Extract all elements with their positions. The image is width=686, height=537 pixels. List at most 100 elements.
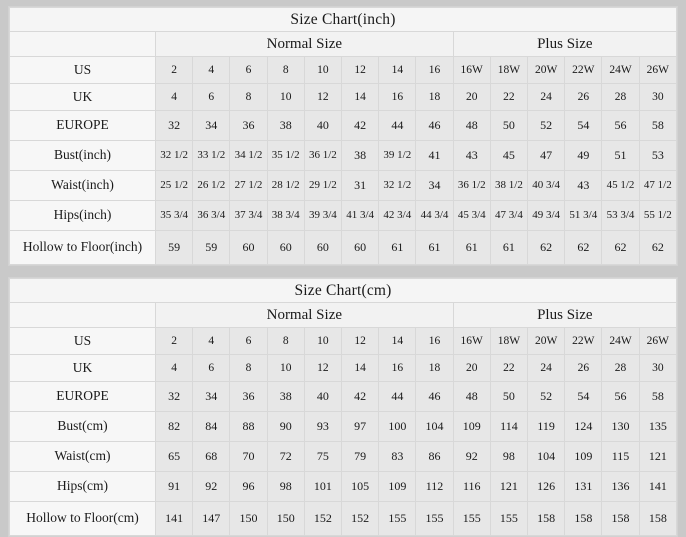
table-cell: 8	[266, 327, 305, 355]
table-cell: 22	[489, 354, 529, 382]
row-label: US	[9, 56, 156, 84]
table-cell: 60	[266, 230, 305, 265]
table-cell: 41 3/4	[341, 200, 380, 231]
table-cell: 26W	[638, 56, 678, 84]
table-cell: 37 3/4	[229, 200, 268, 231]
table-row: Hollow to Floor(cm) 141 147 150 150 152 152 155…	[9, 501, 678, 536]
table-cell: 60	[229, 230, 268, 265]
table-cell: 22W	[564, 327, 603, 355]
table-cell: 121	[489, 471, 529, 502]
table-cell: 38	[341, 140, 380, 171]
row-label: US	[9, 327, 156, 355]
table-cell: 6	[229, 327, 268, 355]
size-chart-cm-table: Size Chart(cm) Normal Size Plus Size US 2 4 6 8…	[9, 278, 678, 536]
table-cell: 59	[192, 230, 231, 265]
table-cell: 54	[564, 381, 603, 412]
table-cell: 155	[378, 501, 417, 536]
table-cell: 155	[415, 501, 454, 536]
table-cell: 70	[229, 441, 268, 472]
table-cell: 6	[229, 56, 268, 84]
table-cell: 48	[452, 381, 491, 412]
group-header-plus-size: Plus Size	[452, 302, 678, 328]
table-cell: 28	[601, 354, 640, 382]
table-cell: 8	[266, 56, 305, 84]
table-cell: 44	[378, 381, 417, 412]
table-cell: 14	[378, 327, 417, 355]
table-cell: 34	[415, 170, 454, 201]
table-cell: 26	[564, 354, 603, 382]
table-cell: 43	[564, 170, 603, 201]
table-cell: 20W	[527, 327, 566, 355]
table-cell: 16W	[452, 327, 491, 355]
table-cell: 32	[154, 110, 194, 141]
table-cell: 14	[341, 83, 380, 111]
table-cell: 62	[527, 230, 566, 265]
table-cell: 150	[229, 501, 268, 536]
table-cell: 32 1/2	[378, 170, 417, 201]
table-cell: 16W	[452, 56, 491, 84]
table-cell: 10	[303, 327, 343, 355]
table-cell: 104	[527, 441, 566, 472]
table-cell: 38	[266, 110, 305, 141]
table-cell: 20	[452, 83, 491, 111]
table-cell: 124	[564, 411, 603, 442]
table-cell: 49	[564, 140, 603, 171]
table-cell: 130	[601, 411, 640, 442]
table-cell: 38	[266, 381, 305, 412]
row-label: EUROPE	[9, 381, 156, 412]
table-cell: 27 1/2	[229, 170, 268, 201]
table-cell: 46	[415, 381, 454, 412]
table-cell: 61	[378, 230, 417, 265]
table-cell: 60	[341, 230, 380, 265]
table-cell: 10	[266, 83, 305, 111]
row-label: Waist(cm)	[9, 441, 156, 472]
table-cell: 18W	[489, 327, 529, 355]
table-cell: 135	[638, 411, 678, 442]
table-cell: 18	[415, 83, 454, 111]
table-cell: 32	[154, 381, 194, 412]
table-cell: 29 1/2	[303, 170, 343, 201]
table-row: UK 4 6 8 10 12 14 16 18 20 22 24 26 28 30	[9, 354, 678, 382]
table-cell: 39 1/2	[378, 140, 417, 171]
table-cell: 45 3/4	[452, 200, 491, 231]
table-row: US 2 4 6 8 10 12 14 16 16W 18W 20W 22W 24W 26W	[9, 56, 678, 84]
table-cell: 131	[564, 471, 603, 502]
table-cell: 42 3/4	[378, 200, 417, 231]
table-cell: 12	[341, 327, 380, 355]
table-cell: 58	[638, 110, 678, 141]
table-cell: 34	[192, 110, 231, 141]
table-cell: 24W	[601, 327, 640, 355]
table-cell: 68	[192, 441, 231, 472]
table-cell: 12	[303, 83, 343, 111]
table-cell: 40 3/4	[527, 170, 566, 201]
table-cell: 16	[415, 56, 454, 84]
table-cell: 101	[303, 471, 343, 502]
table-cell: 52	[527, 110, 566, 141]
table-cell: 6	[192, 354, 231, 382]
table-cell: 112	[415, 471, 454, 502]
table-cell: 147	[192, 501, 231, 536]
table-cell: 50	[489, 110, 529, 141]
table-cell: 8	[229, 354, 268, 382]
size-chart-cm-block: Size Chart(cm) Normal Size Plus Size US 2 4 6 8…	[8, 277, 678, 537]
table-cell: 36	[229, 110, 268, 141]
table-cell: 61	[415, 230, 454, 265]
table-cell: 75	[303, 441, 343, 472]
size-chart-inch-table: Size Chart(inch) Normal Size Plus Size US 2 4…	[9, 7, 678, 265]
row-label: Hips(cm)	[9, 471, 156, 502]
table-cell: 155	[452, 501, 491, 536]
table-cell: 42	[341, 110, 380, 141]
row-label: Waist(inch)	[9, 170, 156, 201]
table-cell: 14	[341, 354, 380, 382]
table-cell: 109	[564, 441, 603, 472]
table-cell: 33 1/2	[192, 140, 231, 171]
group-header-blank	[9, 302, 156, 328]
chart-title: Size Chart(cm)	[9, 278, 677, 303]
group-header-row: Normal Size Plus Size	[9, 302, 678, 328]
row-label: UK	[9, 354, 156, 382]
table-cell: 4	[192, 56, 231, 84]
table-cell: 35 1/2	[266, 140, 305, 171]
table-cell: 38 3/4	[266, 200, 305, 231]
table-cell: 56	[601, 381, 640, 412]
table-cell: 25 1/2	[154, 170, 194, 201]
